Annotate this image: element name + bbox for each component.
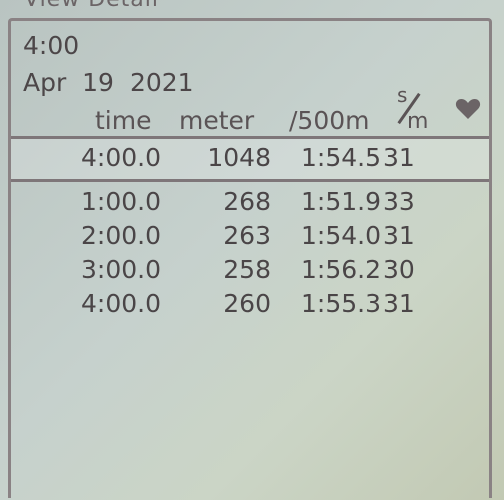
- date-year: 2021: [129, 68, 194, 97]
- date-month-day: Apr 19: [23, 68, 114, 97]
- split-stroke-rate: 31: [383, 289, 415, 318]
- screen-title: View Detail: [14, 0, 504, 18]
- split-meter: 268: [223, 187, 271, 216]
- column-header-meter: meter: [179, 106, 255, 135]
- split-pace: 1:55.3: [301, 289, 381, 318]
- heart-icon: [455, 99, 481, 119]
- split-meter: 258: [223, 255, 271, 284]
- stroke-rate-m: m: [407, 109, 429, 134]
- workout-detail-panel: 4:00 Apr 19 2021 time meter /500m s m 4:0…: [8, 18, 492, 498]
- split-time: 2:00.0: [81, 221, 161, 250]
- summary-pace: 1:54.5: [301, 143, 381, 172]
- summary-time: 4:00.0: [81, 143, 161, 172]
- screen-title-text: View Detail: [24, 0, 159, 12]
- split-stroke-rate: 30: [383, 255, 415, 284]
- split-meter: 263: [223, 221, 271, 250]
- split-meter: 260: [223, 289, 271, 318]
- split-stroke-rate: 33: [383, 187, 415, 216]
- split-stroke-rate: 31: [383, 221, 415, 250]
- stroke-rate-s: s: [397, 83, 408, 107]
- split-time: 4:00.0: [81, 289, 161, 318]
- split-row[interactable]: 4:00.0 260 1:55.3 31: [11, 289, 489, 323]
- split-row[interactable]: 3:00.0 258 1:56.2 30: [11, 255, 489, 289]
- summary-meter: 1048: [207, 143, 271, 172]
- split-pace: 1:56.2: [301, 255, 381, 284]
- split-pace: 1:51.9: [301, 187, 381, 216]
- workout-label: 4:00: [23, 31, 80, 60]
- column-header-stroke-rate: s m: [387, 83, 435, 139]
- split-row[interactable]: 2:00.0 263 1:54.0 31: [11, 221, 489, 255]
- summary-stroke-rate: 31: [383, 143, 415, 172]
- summary-row[interactable]: 4:00.0 1048 1:54.5 31: [11, 136, 489, 182]
- split-time: 3:00.0: [81, 255, 161, 284]
- column-header-time: time: [95, 106, 152, 135]
- workout-date: Apr 19 2021: [23, 68, 194, 97]
- column-header-pace: /500m: [289, 106, 370, 135]
- split-time: 1:00.0: [81, 187, 161, 216]
- split-row[interactable]: 1:00.0 268 1:51.9 33: [11, 187, 489, 221]
- split-pace: 1:54.0: [301, 221, 381, 250]
